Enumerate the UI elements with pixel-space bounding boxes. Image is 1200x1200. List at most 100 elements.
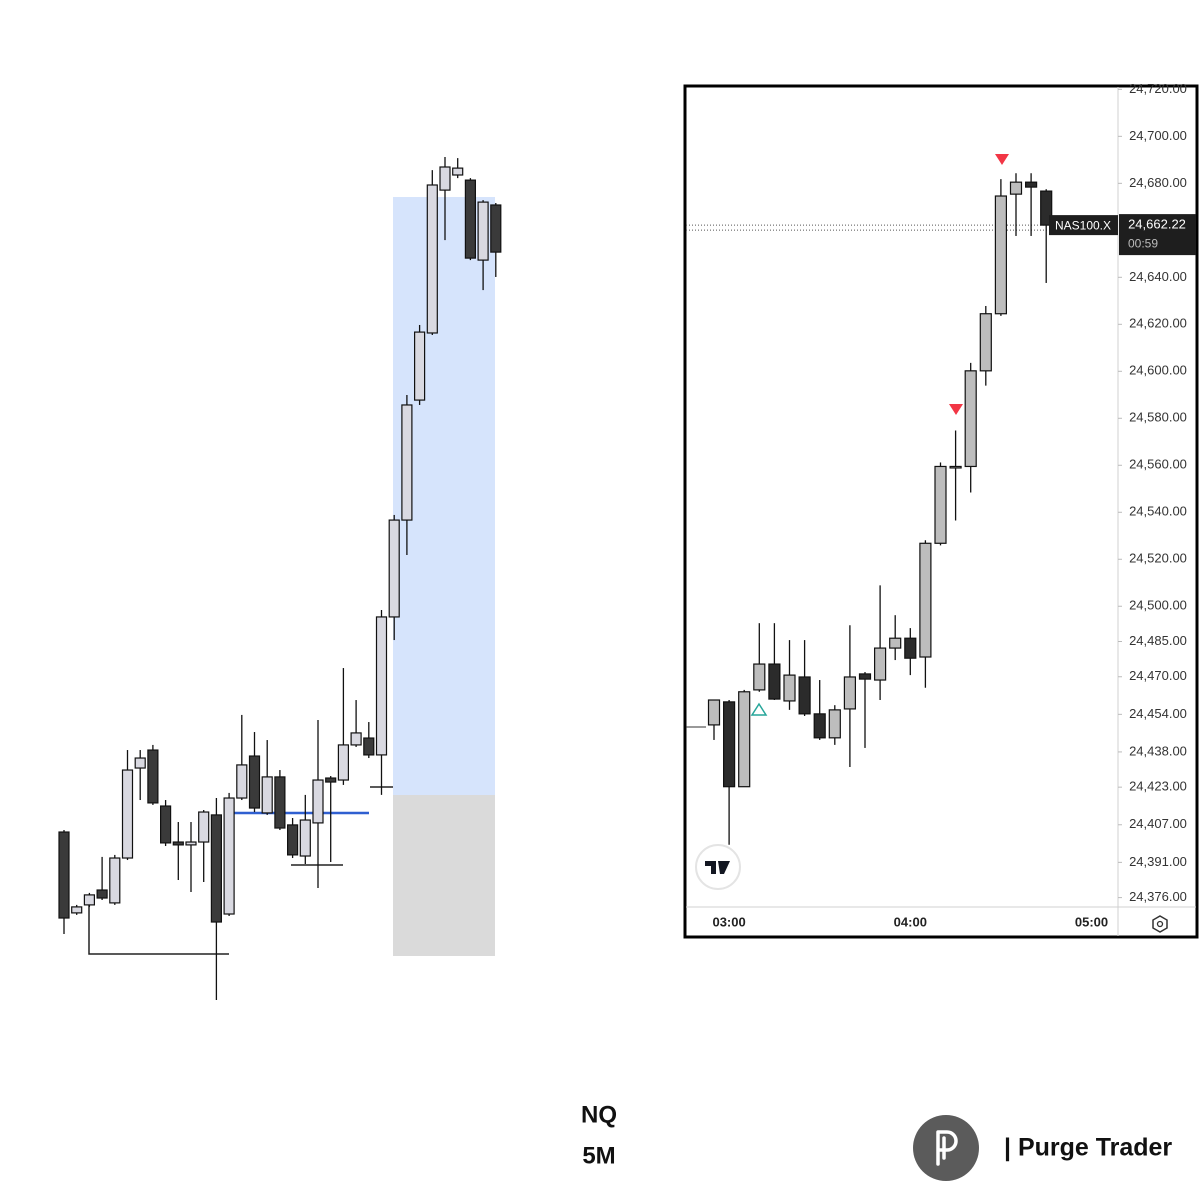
candle-body [1009, 181, 1023, 195]
signal-marker [949, 404, 963, 415]
y-tick-label: 24,720.00 [1129, 81, 1187, 96]
candle-body [738, 691, 751, 788]
candle-body [236, 764, 248, 799]
candle-body [312, 779, 324, 824]
candle-body [58, 831, 70, 919]
candle-body [949, 465, 962, 469]
y-tick-label: 24,640.00 [1129, 269, 1187, 284]
tv-logo-mark [705, 861, 730, 874]
x-tick-label: 04:00 [894, 914, 927, 929]
candle-body [134, 757, 146, 769]
candle-body [979, 313, 992, 372]
candle-body [172, 841, 184, 846]
candle-body [707, 699, 721, 726]
candle-body [1040, 190, 1053, 226]
signal-marker [995, 154, 1009, 165]
candle-body [198, 811, 210, 843]
candle-body [299, 819, 311, 857]
y-tick-label: 24,600.00 [1129, 363, 1187, 378]
x-tick-label: 05:00 [1075, 914, 1108, 929]
y-tick-label: 24,391.00 [1129, 854, 1187, 869]
candle-body [994, 195, 1008, 315]
candle-body [889, 637, 902, 649]
y-tick-label: 24,620.00 [1129, 316, 1187, 331]
signal-marker [750, 702, 768, 716]
brand-name: | Purge Trader [1004, 1134, 1172, 1162]
candle-body [96, 889, 108, 899]
y-tick-label: 24,423.00 [1129, 779, 1187, 794]
candle-body [439, 166, 451, 191]
settings-icon[interactable] [1152, 915, 1168, 933]
candle-body [248, 755, 261, 809]
y-tick-label: 24,580.00 [1129, 410, 1187, 425]
tv-logo [695, 844, 741, 890]
candle-body [414, 331, 426, 401]
candle-body [934, 465, 947, 544]
y-tick-label: 24,485.00 [1129, 633, 1187, 648]
y-tick-label: 24,470.00 [1129, 668, 1187, 683]
brand-logo [913, 1115, 979, 1181]
candle-body [828, 709, 841, 739]
candle-body [71, 906, 83, 914]
candle-body [813, 713, 826, 739]
x-tick-label: 03:00 [712, 914, 745, 929]
y-tick-label: 24,376.00 [1129, 889, 1187, 904]
candle-body [904, 637, 917, 659]
y-tick-label: 24,438.00 [1129, 743, 1187, 758]
y-tick-label: 24,540.00 [1129, 504, 1187, 519]
candle-body [464, 179, 476, 259]
timeframe: 5M [582, 1142, 615, 1169]
candle-body [798, 676, 811, 715]
candle-body [363, 737, 375, 756]
y-tick-label: 24,454.00 [1129, 706, 1187, 721]
right-chart: 24,720.00 24,700.00 24,680.00 24,640.00 24,6… [683, 81, 1199, 939]
y-tick-label: 24,560.00 [1129, 457, 1187, 472]
candle-body [919, 542, 932, 658]
candle-body [210, 814, 222, 923]
candle-body [287, 824, 299, 856]
candle-body [490, 204, 502, 253]
y-tick-label: 24,700.00 [1129, 128, 1187, 143]
stop-zone [393, 795, 495, 956]
last-price-label: 24,662.22 [1128, 217, 1186, 232]
candle-body [843, 676, 857, 710]
candle-body [261, 776, 273, 814]
left-chart [58, 157, 502, 1000]
candle-body [160, 805, 172, 844]
y-tick-label: 24,520.00 [1129, 551, 1187, 566]
y-tick-label: 24,407.00 [1129, 816, 1187, 831]
candle-body [477, 201, 489, 261]
candle-body [121, 769, 134, 859]
candle-body [401, 404, 413, 521]
candle-body [375, 616, 388, 756]
symbol-tag [1049, 215, 1118, 236]
candle-body [274, 776, 286, 829]
candle-body [147, 749, 159, 804]
price-tag [1119, 214, 1196, 256]
candle-body [325, 777, 337, 783]
candle-body [753, 663, 766, 691]
candle-body [858, 673, 872, 680]
candle-body [83, 894, 96, 906]
sweep-line [88, 897, 229, 955]
candle-body [768, 663, 781, 700]
candle-body [337, 744, 349, 781]
candle-body [426, 184, 438, 334]
candle-body [185, 841, 197, 846]
settings-icon-dot [1156, 920, 1164, 928]
candle-body [873, 647, 887, 681]
instrument: NQ [581, 1101, 617, 1128]
candle-body [388, 519, 400, 618]
candle-body [1024, 181, 1038, 188]
y-tick-label: 24,680.00 [1129, 175, 1187, 190]
countdown: 00:59 [1128, 236, 1158, 250]
candle-body [223, 797, 235, 915]
candle-body [964, 370, 977, 468]
candle-body [452, 167, 464, 176]
candle-body [350, 732, 362, 746]
candle-body [109, 857, 121, 904]
symbol-label: NAS100.X [1055, 218, 1111, 232]
candle-body [722, 701, 736, 788]
